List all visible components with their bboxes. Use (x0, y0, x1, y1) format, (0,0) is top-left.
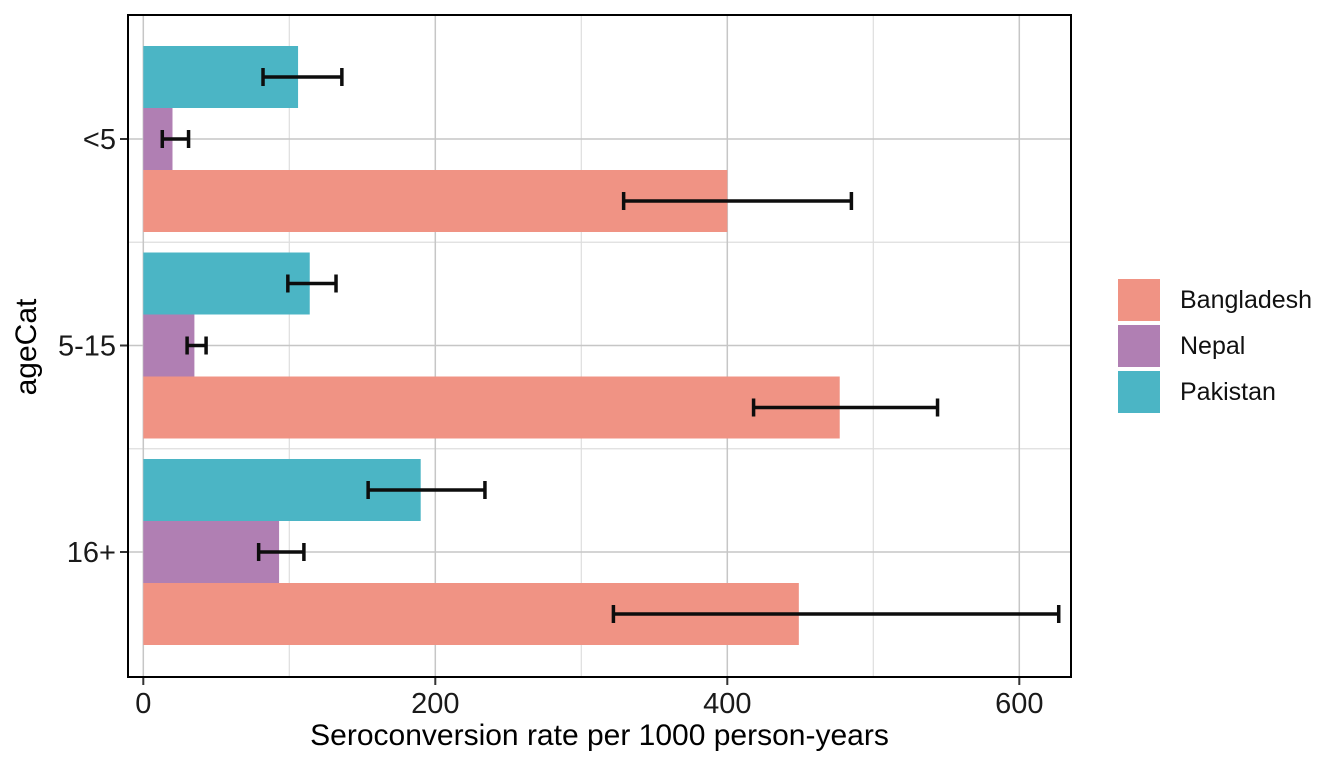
y-category-label: 5-15 (58, 331, 116, 363)
legend-label: Pakistan (1180, 377, 1276, 406)
panel-border (127, 14, 1072, 678)
x-tick-label: 200 (411, 688, 459, 720)
legend-item-bangladesh: Bangladesh (1118, 279, 1312, 321)
legend-item-pakistan: Pakistan (1118, 371, 1312, 413)
legend-label: Nepal (1180, 331, 1246, 360)
y-category-label: <5 (83, 124, 116, 156)
x-tick-label: 600 (995, 688, 1043, 720)
bar-pakistan-5-15 (143, 252, 310, 315)
x-tick-label: 0 (135, 688, 151, 720)
bar-nepal-16+ (143, 521, 280, 583)
bar-bangladesh-5-15 (143, 376, 840, 439)
y-category-label: 16+ (67, 537, 116, 569)
legend-item-nepal: Nepal (1118, 325, 1312, 367)
legend-label: Bangladesh (1180, 285, 1313, 314)
legend-swatch-nepal (1118, 325, 1160, 367)
x-axis-title: Seroconversion rate per 1000 person-year… (310, 719, 889, 752)
legend: Bangladesh Nepal Pakistan (1118, 279, 1312, 417)
legend-swatch-pakistan (1118, 371, 1160, 413)
y-axis-title: ageCat (10, 298, 43, 396)
legend-swatch-bangladesh (1118, 279, 1160, 321)
x-tick-label: 400 (703, 688, 751, 720)
